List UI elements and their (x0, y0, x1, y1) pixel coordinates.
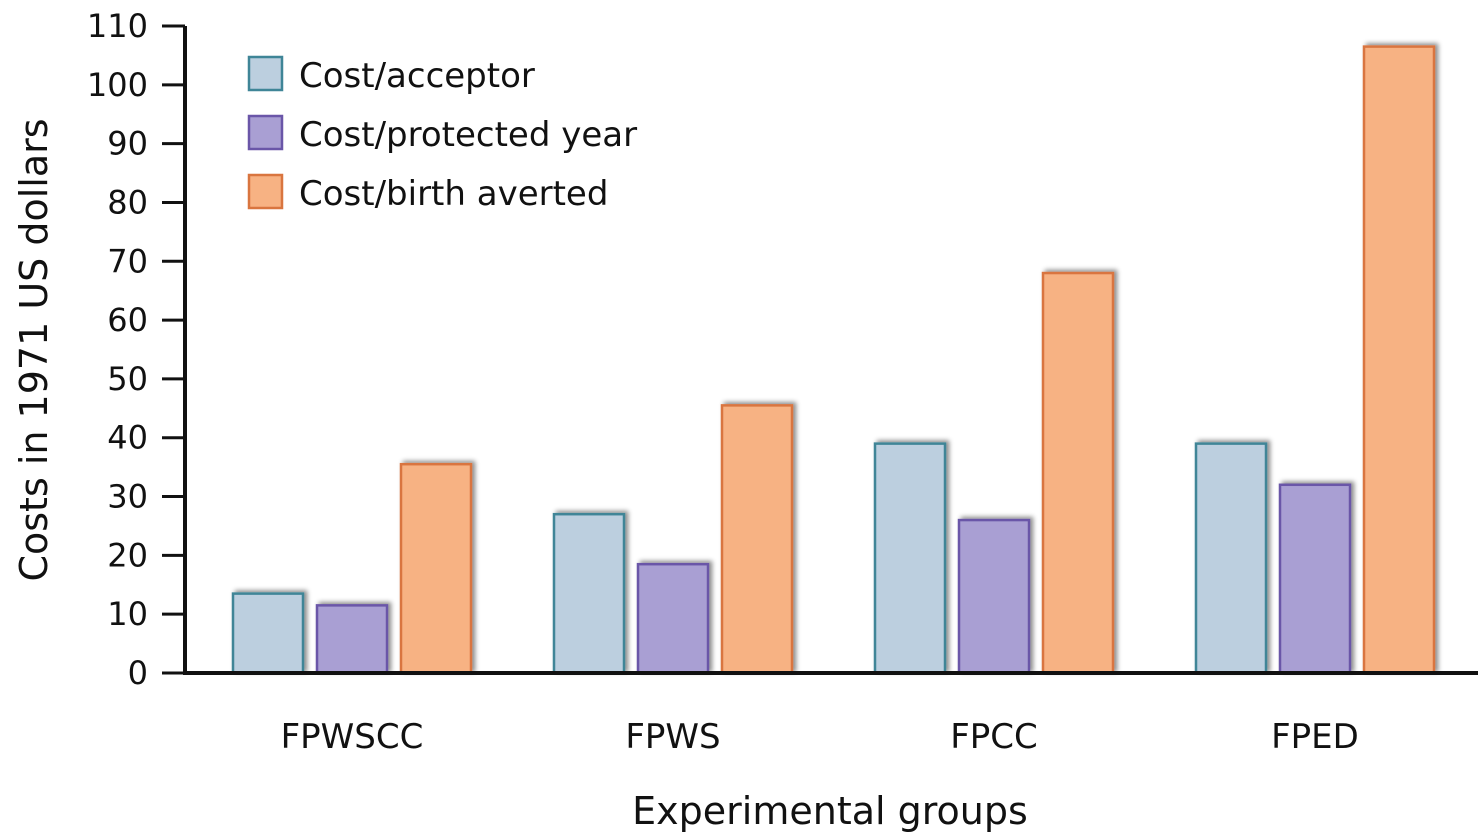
y-tick-label: 80 (107, 183, 148, 221)
legend-label: Cost/birth averted (299, 174, 608, 214)
legend-label: Cost/protected year (299, 115, 637, 155)
y-tick-label: 0 (128, 654, 148, 692)
x-axis-title: Experimental groups (632, 789, 1028, 833)
legend: Cost/acceptor Cost/protected year Cost/bir… (247, 55, 637, 214)
bar-1-2 (720, 404, 794, 675)
bar-1-1 (636, 562, 710, 675)
y-tick-label: 10 (107, 595, 148, 633)
bar-3-0 (1194, 442, 1268, 675)
y-tick-label: 60 (107, 301, 148, 339)
y-tick-label: 90 (107, 125, 148, 163)
bar-1-0 (552, 512, 626, 675)
bar-2-0 (873, 442, 947, 675)
bar-0-1 (315, 604, 389, 675)
category-label: FPWS (625, 717, 720, 757)
bar-2-1 (957, 518, 1031, 675)
y-tick-label: 30 (107, 478, 148, 516)
bar-3-2 (1362, 45, 1436, 675)
category-label: FPWSCC (281, 717, 424, 757)
bar-3-1 (1278, 483, 1352, 675)
y-axis-title: Costs in 1971 US dollars (12, 118, 56, 581)
legend-swatch (247, 55, 284, 92)
y-tick-label: 50 (107, 360, 148, 398)
y-ticks: 0 10 20 30 40 50 60 70 80 90 100 110 (87, 7, 185, 692)
bar-0-0 (231, 592, 305, 675)
category-label: FPCC (950, 717, 1038, 757)
legend-swatch (247, 114, 284, 151)
axes-layer (183, 26, 1478, 675)
bar-2-2 (1041, 271, 1115, 675)
bars-layer (231, 45, 1436, 675)
legend-swatch (247, 173, 284, 210)
bar-0-2 (399, 462, 473, 675)
y-tick-label: 110 (87, 7, 148, 45)
y-tick-label: 100 (87, 66, 148, 104)
category-label: FPED (1271, 717, 1359, 757)
legend-label: Cost/acceptor (299, 56, 535, 96)
x-category-labels: FPWSCC FPWS FPCC FPED (281, 717, 1359, 757)
y-tick-label: 40 (107, 419, 148, 457)
y-tick-label: 70 (107, 242, 148, 280)
y-tick-label: 20 (107, 536, 148, 574)
